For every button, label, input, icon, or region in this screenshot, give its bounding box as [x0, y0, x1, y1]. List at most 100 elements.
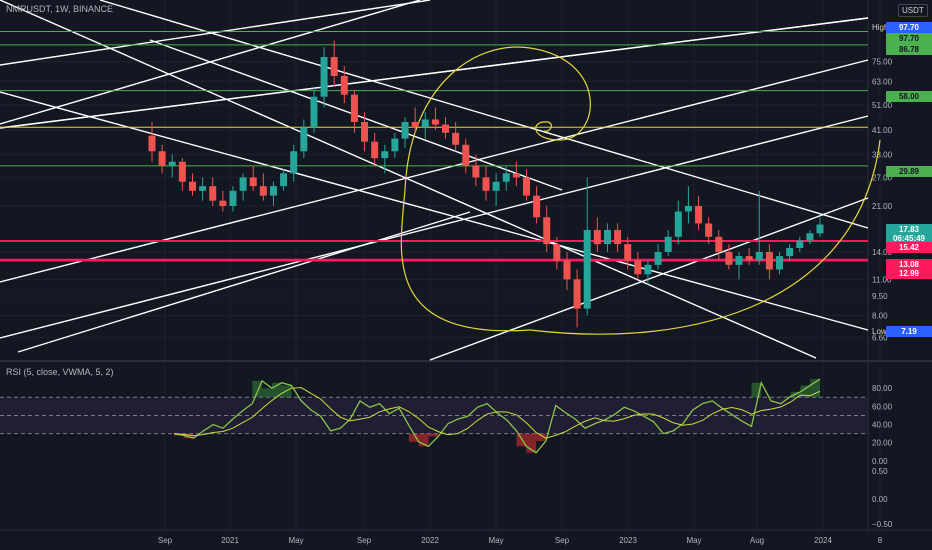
candle-body: [462, 144, 470, 166]
price-tick-label: 41.00: [872, 126, 893, 135]
price-level-label: 15.42: [886, 242, 932, 253]
candle-body: [229, 190, 237, 206]
candle-body: [381, 151, 389, 159]
currency-selector[interactable]: USDT: [898, 4, 928, 17]
price-tick-label: 21.00: [872, 202, 893, 211]
candle-body: [421, 119, 429, 128]
sub-tick-label: 0.50: [872, 467, 888, 476]
time-tick-label: Sep: [357, 536, 372, 545]
candle-body: [472, 165, 480, 178]
candle-body: [796, 240, 804, 248]
price-level-label: 12.99: [886, 268, 932, 279]
candle-body: [715, 236, 723, 252]
price-tick-label: 11.00: [872, 275, 892, 284]
candle-body: [644, 264, 652, 275]
rsi-overbought-fill: [751, 382, 762, 398]
extreme-value: 97.70: [886, 22, 932, 33]
candle-body: [340, 75, 348, 95]
fib-spiral-outer: [529, 139, 881, 335]
trendline: [17, 211, 471, 353]
rsi-tick-label: 40.00: [872, 421, 893, 430]
trendline: [429, 197, 869, 361]
candle-body: [269, 186, 277, 196]
time-tick-label: 8: [878, 536, 883, 545]
candle-body: [249, 177, 257, 187]
candle-body: [776, 256, 784, 270]
trendline: [0, 115, 869, 339]
price-level-label: 17.83: [886, 224, 932, 235]
price-tick-label: 27.00: [872, 173, 893, 182]
rsi-overbought-fill: [800, 385, 811, 398]
candle-body: [371, 141, 379, 159]
rsi-ma-line: [173, 387, 821, 439]
sub-tick-label: −0.50: [872, 520, 893, 529]
candle-body: [786, 247, 794, 257]
candle-body: [452, 132, 460, 145]
candle-body: [816, 224, 824, 234]
fib-spiral: [400, 46, 591, 332]
candle-body: [482, 177, 490, 191]
candle-body: [431, 119, 439, 125]
rsi-overbought-fill: [271, 382, 282, 398]
price-tick-label: 9.50: [872, 292, 888, 301]
candle-body: [522, 177, 530, 196]
time-tick-label: 2023: [619, 536, 637, 545]
candle-body: [725, 251, 733, 265]
candle-body: [239, 177, 247, 191]
candle-body: [502, 173, 510, 182]
rsi-overbought-fill: [281, 385, 292, 398]
candle-body: [664, 236, 672, 252]
candle-body: [168, 161, 176, 166]
rsi-overbought-fill: [252, 380, 263, 398]
candle-body: [361, 122, 369, 142]
candle-body: [583, 229, 591, 309]
candle-body: [199, 186, 207, 191]
time-tick-label: 2024: [814, 536, 832, 545]
extreme-label: Low: [872, 327, 887, 336]
candle-body: [401, 122, 409, 139]
price-level-label: 58.00: [886, 91, 932, 102]
rsi-line: [173, 378, 821, 454]
candle-body: [614, 229, 622, 245]
time-tick-label: Sep: [158, 536, 173, 545]
candle-body: [654, 251, 662, 265]
candle-body: [290, 151, 298, 174]
trendline: [99, 0, 869, 229]
rsi-oversold-fill: [526, 433, 537, 453]
price-level-label: 97.70: [886, 33, 932, 44]
trendline: [0, 0, 817, 359]
candle-body: [593, 229, 601, 245]
candle-body: [350, 94, 358, 123]
candle-body: [735, 256, 743, 265]
rsi-indicator-title: RSI (5, close, VWMA, 5, 2): [6, 367, 114, 377]
candle-body: [765, 251, 773, 270]
rsi-oversold-fill: [536, 433, 546, 441]
price-tick-label: 33.00: [872, 151, 893, 160]
candle-body: [603, 229, 611, 245]
price-level-label: 86.78: [886, 44, 932, 55]
extreme-label: High: [872, 23, 889, 32]
candle-body: [280, 173, 288, 187]
trendline: [0, 91, 869, 331]
price-tick-label: 6.60: [872, 333, 888, 342]
candle-body: [674, 211, 682, 237]
price-level-label: 29.89: [886, 166, 932, 177]
rsi-oversold-fill: [418, 433, 429, 447]
candle-body: [391, 138, 399, 152]
trendline: [0, 0, 431, 66]
candle-body: [300, 127, 308, 152]
candle-body: [634, 260, 642, 275]
price-tick-label: 51.00: [872, 101, 893, 110]
price-tick-label: 14.00: [872, 248, 893, 257]
time-tick-label: Sep: [555, 536, 570, 545]
candle-body: [330, 57, 338, 76]
rsi-overbought-fill: [780, 396, 791, 398]
price-tick-label: 75.00: [872, 57, 893, 66]
candle-body: [442, 124, 450, 133]
rsi-tick-label: 80.00: [872, 384, 893, 393]
rsi-tick-label: 0.00: [872, 457, 888, 466]
candle-body: [158, 151, 166, 166]
time-tick-label: 2021: [221, 536, 239, 545]
